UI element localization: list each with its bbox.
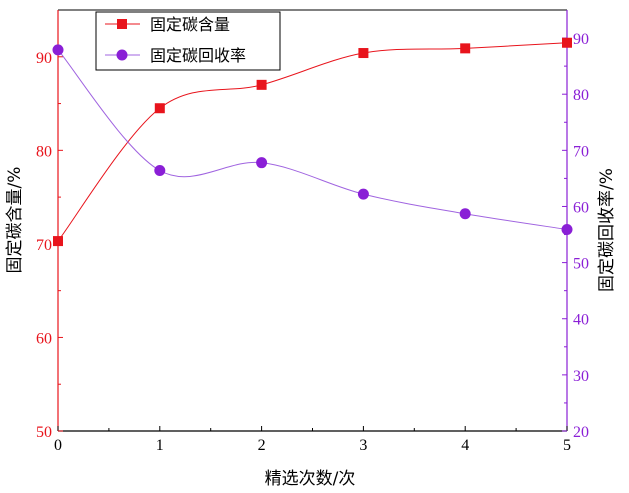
series-1-point xyxy=(154,165,166,177)
x-axis: 0 1 2 3 4 5 xyxy=(54,426,571,454)
y-right-tick-label: 20 xyxy=(573,424,589,441)
series-0-point xyxy=(562,37,572,48)
y-left-axis-title: 固定碳含量/% xyxy=(5,167,25,274)
series-1-point xyxy=(256,157,268,169)
series-1-point xyxy=(459,208,471,220)
y-right-tick-label: 30 xyxy=(573,368,589,385)
x-tick-label: 2 xyxy=(258,437,266,454)
x-tick-label: 0 xyxy=(54,437,62,454)
y-right-tick-label: 40 xyxy=(573,312,589,329)
legend-label-carbon-content: 固定碳含量 xyxy=(150,15,230,34)
series-line-1 xyxy=(57,49,568,230)
y-right-axis-title: 固定碳回收率/% xyxy=(597,168,617,292)
series-0-point xyxy=(154,103,165,114)
y-right-tick-label: 80 xyxy=(573,87,589,104)
y-left-tick-label: 50 xyxy=(36,424,52,441)
legend-marker-carbon-recovery xyxy=(116,49,128,61)
y-left-tick-label: 80 xyxy=(36,143,52,160)
legend-marker-carbon-content xyxy=(117,19,127,29)
series-0-point xyxy=(460,43,471,54)
x-tick-label: 5 xyxy=(563,437,571,454)
legend: 固定碳含量 固定碳回收率 xyxy=(95,11,281,71)
y-right-tick-label: 60 xyxy=(573,199,589,216)
y-left-tick-label: 60 xyxy=(36,330,52,347)
y-left-tick-label: 90 xyxy=(36,50,52,67)
y-right-axis: 20 30 40 50 60 70 80 90 xyxy=(562,31,589,441)
x-tick-label: 4 xyxy=(461,437,469,454)
x-tick-label: 3 xyxy=(359,437,367,454)
series-line-0 xyxy=(57,42,568,242)
y-right-tick-label: 90 xyxy=(573,31,589,48)
series-0-point xyxy=(256,79,267,90)
y-right-tick-label: 50 xyxy=(573,256,589,273)
y-right-tick-label: 70 xyxy=(573,143,589,160)
series-1-point xyxy=(357,188,369,200)
plot-frame xyxy=(57,9,568,432)
series-1-point xyxy=(561,223,573,235)
series-1-point xyxy=(52,44,64,56)
series-layer xyxy=(52,37,573,247)
x-tick-label: 1 xyxy=(156,437,164,454)
y-left-tick-label: 70 xyxy=(36,237,52,254)
legend-label-carbon-recovery: 固定碳回收率 xyxy=(150,46,246,65)
series-0-point xyxy=(358,48,369,59)
series-0-point xyxy=(53,236,63,247)
x-axis-title: 精选次数/次 xyxy=(265,469,356,489)
